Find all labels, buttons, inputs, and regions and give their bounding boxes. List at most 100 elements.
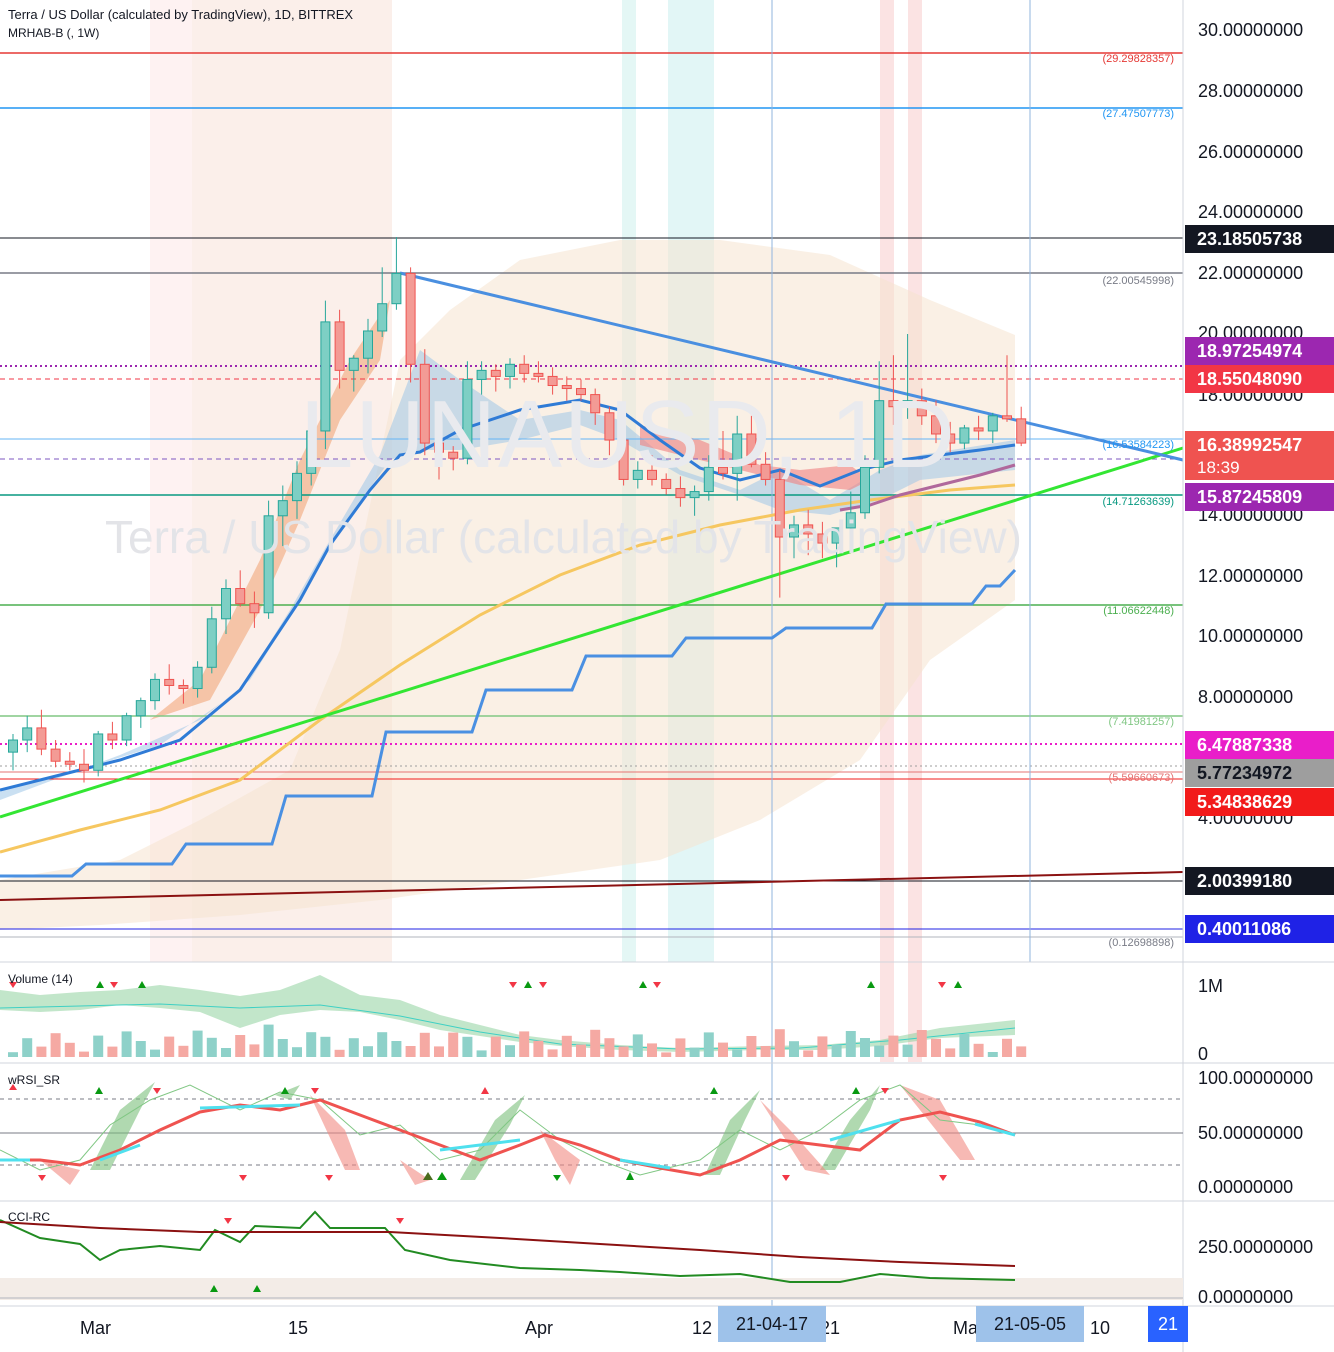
volume-bar [519, 1031, 530, 1057]
volume-bar [206, 1037, 217, 1057]
candle-body [64, 760, 75, 765]
volume-bar [121, 1031, 132, 1057]
candle-body [590, 394, 601, 414]
volume-bar [405, 1046, 416, 1057]
volume-bar [760, 1046, 771, 1057]
volume-bar [221, 1048, 231, 1057]
watermark-symbol: LUNAUSD, 1D [300, 381, 957, 488]
cci-label: CCI-RC [8, 1210, 50, 1224]
candle-body [263, 515, 274, 614]
volume-bar [803, 1050, 814, 1057]
price-tick: 22.00000000 [1198, 263, 1304, 283]
level-label: (5.59660673) [1108, 772, 1174, 784]
price-label-5-34: 5.34838629 [1185, 788, 1334, 816]
volume-bar [263, 1024, 274, 1057]
volume-bar [661, 1052, 672, 1057]
wrsi-pane [0, 1082, 1183, 1185]
volume-label: Volume (14) [8, 972, 73, 986]
level-label: (11.06622448) [1103, 605, 1174, 617]
vol-arrow-3 [110, 982, 118, 988]
candle-body [675, 488, 686, 499]
volume-bar [292, 1047, 302, 1057]
volume-band [0, 975, 1015, 1052]
candle-body [79, 763, 89, 771]
volume-tick: 0 [1198, 1044, 1209, 1064]
candle-body [888, 400, 899, 408]
volume-bar [987, 1052, 998, 1057]
volume-bar [916, 1030, 927, 1057]
wrsi-fill-green [90, 1082, 880, 1180]
volume-bar [22, 1038, 33, 1057]
candle-body [803, 524, 814, 535]
candle-body [760, 463, 771, 480]
candle-body [661, 478, 672, 490]
candle-body [845, 512, 856, 529]
volume-bar [618, 1046, 629, 1057]
candle-body [703, 466, 714, 493]
candle-body [774, 478, 785, 538]
volume-bar [249, 1044, 260, 1057]
candle-body [93, 733, 104, 771]
candle-body [391, 272, 402, 305]
candle-body [874, 400, 885, 468]
candle-body [959, 427, 970, 444]
volume-bar [647, 1043, 657, 1057]
candle-body [462, 378, 473, 459]
volume-bar [150, 1049, 160, 1057]
wrsi-cyan-segments [0, 1103, 1016, 1170]
ma-yellow [0, 483, 1016, 854]
volume-bar [434, 1046, 444, 1057]
candle-body [632, 469, 643, 480]
time-label: Mar [80, 1318, 111, 1338]
candle-body [831, 527, 842, 544]
volume-bar [462, 1036, 473, 1057]
volume-bar [547, 1049, 558, 1057]
candle-body [576, 388, 586, 396]
volume-bar [576, 1044, 586, 1057]
candle-body [916, 400, 927, 417]
volume-bar [902, 1044, 913, 1057]
candle-body [604, 412, 615, 441]
volume-bar [604, 1038, 615, 1057]
volume-bar [973, 1043, 984, 1057]
candle-body [405, 272, 416, 365]
candle-body [860, 466, 870, 514]
candle-body [547, 375, 558, 387]
volume-bar [192, 1030, 203, 1057]
candle-body [931, 415, 941, 435]
candle-body [1002, 415, 1012, 420]
watermark-name: Terra / US Dollar (calculated by Trading… [105, 511, 1022, 563]
candle-body [363, 330, 373, 359]
vol-arrow-11 [938, 982, 946, 988]
indicator-title: MRHAB-B (, 1W) [8, 26, 100, 40]
cci-tick: 0.00000000 [1198, 1287, 1294, 1307]
time-label: Apr [525, 1318, 554, 1338]
volume-bar [561, 1035, 572, 1057]
volume-bar [831, 1045, 842, 1057]
candle-body [107, 733, 118, 741]
trendline-darkred [0, 871, 1184, 901]
volume-bar [363, 1046, 373, 1057]
volume-bar [774, 1029, 785, 1057]
volume-bar [36, 1046, 47, 1057]
price-tick: 8.00000000 [1198, 687, 1294, 707]
last-price-label: 16.38992547 [1185, 431, 1334, 459]
candles-group [8, 237, 1027, 783]
volume-tick: 1M [1198, 976, 1224, 996]
price-tick: 24.00000000 [1198, 202, 1304, 222]
candle-body [50, 748, 61, 762]
volume-bar [391, 1041, 402, 1057]
wrsi-thin-line [0, 1084, 1016, 1176]
volume-bar [107, 1046, 118, 1057]
volume-bar [448, 1032, 459, 1057]
vol-arrow-8 [639, 981, 647, 988]
price-tick: 26.00000000 [1198, 142, 1304, 162]
volume-bar [959, 1034, 970, 1057]
volume-pane [0, 975, 1027, 1057]
volume-bar [746, 1036, 757, 1057]
level-label: (16.53584223) [1102, 439, 1174, 451]
volume-bar [931, 1038, 941, 1057]
vol-arrow-7 [539, 982, 547, 988]
time-label-21-badge: 21 [1148, 1306, 1188, 1342]
